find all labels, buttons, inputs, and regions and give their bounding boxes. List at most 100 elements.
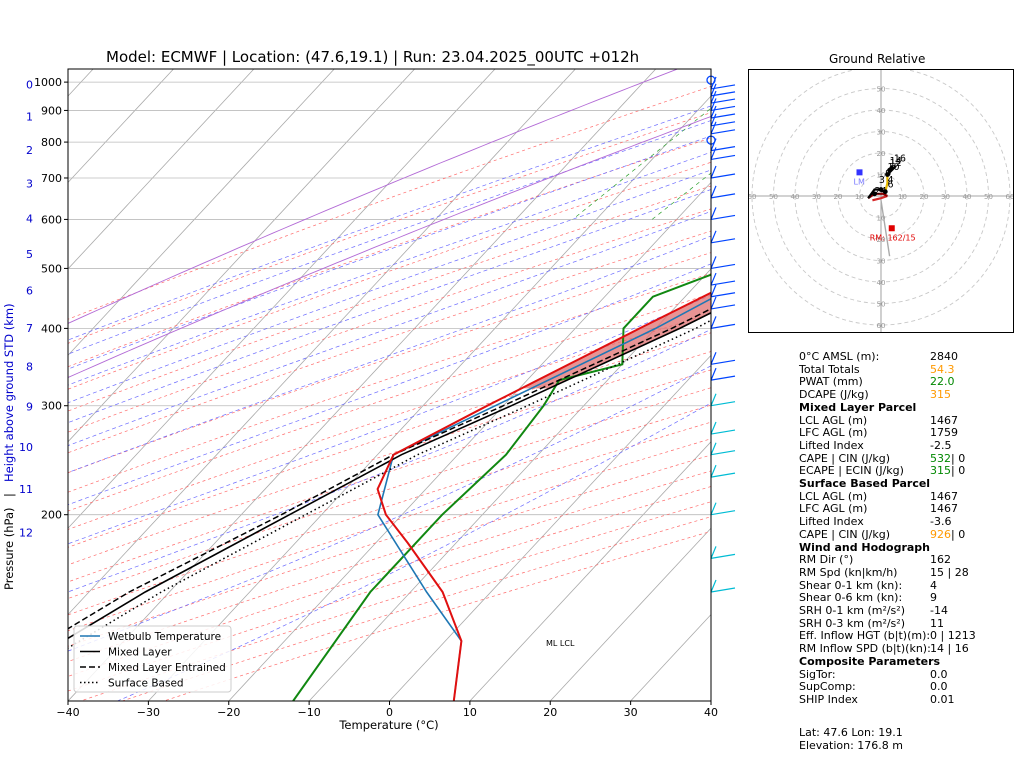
cold-reference-line: [0, 69, 678, 701]
moist-adiabat: [0, 69, 748, 701]
isotherm-line: [0, 69, 575, 701]
height-tick-label: 4: [26, 212, 33, 225]
wind-barb-shaft: [711, 155, 735, 159]
isotherm-line: [550, 69, 748, 701]
param-value: 14 | 16: [930, 643, 969, 656]
param-key: RM Spd (kn|km/h): [799, 567, 930, 580]
lat-lon-text: Lat: 47.6 Lon: 19.1: [799, 727, 903, 740]
isotherm-line: [229, 69, 748, 701]
hodograph-ring-label: 30: [812, 193, 821, 201]
parameters-panel: 0°C AMSL (m): 2840 Total Totals 54.3 PWAT (m…: [799, 351, 1019, 707]
height-tick-label: 1: [26, 111, 33, 124]
wind-barb-flag: [711, 297, 716, 309]
dry-adiabat: [0, 69, 748, 701]
isotherm-line: [470, 69, 748, 701]
elevation-text: Elevation: 176.8 m: [799, 740, 903, 753]
height-tick-label: 5: [26, 248, 33, 261]
hodograph-title: Ground Relative: [829, 52, 925, 66]
pressure-tick-label: 1000: [34, 76, 62, 89]
wind-barb-shaft: [711, 239, 735, 243]
dry-adiabat: [0, 69, 748, 701]
mean-wind-arrow: [881, 200, 890, 256]
param-key: SRH 0-1 km (m²/s²): [799, 605, 930, 618]
x-tick-label: −40: [56, 706, 79, 719]
hodograph-ring-label: 50: [877, 301, 886, 309]
dry-adiabat: [0, 69, 748, 701]
moist-adiabat: [0, 69, 748, 701]
entrained-parcel-line: [0, 82, 748, 701]
wind-barb-flag: [711, 256, 716, 268]
param-value: 926: [930, 529, 951, 542]
hodograph-height-label: 24: [875, 186, 887, 197]
param-value: -14: [930, 605, 948, 618]
wind-barb-shaft: [711, 324, 735, 328]
wind-barb-shaft: [711, 402, 735, 406]
param-key: RM Inflow SPD (b|t)(kn):: [799, 643, 930, 656]
param-key: 0°C AMSL (m):: [799, 351, 930, 364]
dry-adiabat: [0, 69, 748, 701]
height-tick-label: 7: [26, 322, 33, 335]
param-section-heading: Surface Based Parcel: [799, 478, 1019, 491]
dry-adiabat: [122, 69, 748, 701]
wind-barb-shaft: [711, 194, 735, 198]
height-tick-label: 12: [19, 526, 33, 539]
param-section-heading: Composite Parameters: [799, 656, 1019, 669]
wind-barb-shaft: [711, 215, 735, 219]
hodograph-ring-label: 20: [834, 193, 843, 201]
dry-adiabat: [0, 69, 748, 701]
hodograph-ring-label: 60: [1006, 193, 1014, 201]
param-key: CAPE | CIN (J/kg): [799, 529, 930, 542]
wetbulb-line: [378, 82, 748, 701]
wind-barb-shaft: [711, 130, 735, 134]
hodograph-ring-label: 40: [877, 107, 886, 115]
left-mover-marker: [857, 169, 863, 175]
moist-adiabat: [0, 69, 748, 701]
hodograph-ring-label: 40: [963, 193, 972, 201]
wind-barb-flag: [711, 394, 716, 406]
wind-barb-flag: [711, 316, 716, 328]
dry-adiabat: [0, 69, 748, 701]
moist-adiabat: [0, 69, 748, 701]
height-tick-label: 3: [26, 178, 33, 191]
mixing-ratio-line: [573, 69, 748, 219]
hodograph-height-label: 3: [879, 175, 885, 186]
y-axis-separator: |: [2, 493, 16, 497]
dry-adiabat: [0, 69, 748, 701]
x-tick-label: −20: [217, 706, 240, 719]
pressure-tick-label: 600: [41, 213, 62, 226]
hodograph-ring-label: 40: [877, 279, 886, 287]
param-value: 315: [930, 389, 951, 402]
param-row: RM Inflow SPD (b|t)(kn): 14 | 16: [799, 643, 1019, 656]
wind-barb-shaft: [711, 376, 735, 380]
dry-adiabat: [0, 69, 748, 701]
pressure-tick-label: 400: [41, 322, 62, 335]
height-tick-label: 6: [26, 285, 33, 298]
dry-adiabat: [0, 69, 748, 701]
hodograph-ring-label: 10: [855, 193, 864, 201]
wind-barb-shaft: [711, 305, 735, 309]
param-key: Lifted Index: [799, 440, 930, 453]
isotherm-line: [148, 69, 736, 701]
legend-label: Surface Based: [108, 678, 184, 690]
moist-adiabat: [0, 69, 748, 701]
x-tick-label: 40: [704, 706, 718, 719]
wind-barb-shaft: [711, 430, 735, 434]
cold-reference-line: [0, 69, 748, 701]
wind-barb-flag: [711, 422, 716, 434]
wind-barb-shaft: [711, 473, 735, 477]
wind-barb-flag: [711, 207, 716, 219]
hodograph-ring-label: 40: [791, 193, 800, 201]
dry-adiabat: [0, 69, 748, 701]
right-mover-marker: [889, 225, 895, 231]
dry-adiabat: [0, 69, 748, 701]
hodograph-ring-label: 60: [748, 193, 756, 201]
dry-adiabat: [0, 69, 748, 701]
x-tick-label: −10: [298, 706, 321, 719]
right-mover-label: RM: 162/15: [870, 233, 916, 242]
wind-barb-shaft: [711, 554, 735, 558]
isotherm-line: [0, 69, 174, 701]
param-row: SHIP Index 0.01: [799, 694, 1019, 707]
isotherm-line: [0, 69, 415, 701]
legend-label: Mixed Layer: [108, 647, 172, 659]
wind-barb-flag: [711, 503, 716, 515]
